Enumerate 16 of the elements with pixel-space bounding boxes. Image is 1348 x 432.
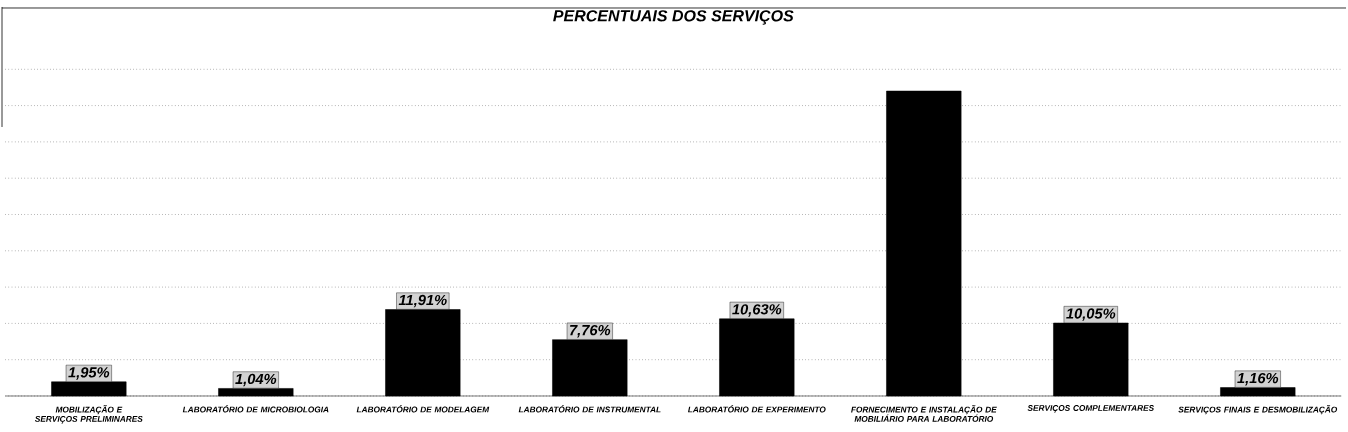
x-tick-label: MOBILIZAÇÃO E SERVIÇOS PRELIMINARES bbox=[34, 405, 143, 424]
data-label: 10,05% bbox=[1066, 308, 1116, 321]
data-label: 1,16% bbox=[1237, 372, 1279, 386]
x-tick-label: SERVIÇOS COMPLEMENTARES bbox=[1027, 405, 1155, 413]
data-label: 1,95% bbox=[68, 367, 110, 380]
x-tick-label: FORNECIMENTO E INSTALAÇÃO DE MOBILIÁRIO PARA LABORATÓRIO bbox=[851, 405, 997, 422]
x-tick-label: LABORATÓRIO DE MICROBIOLOGIA bbox=[182, 405, 329, 413]
data-label: 1,04% bbox=[235, 373, 277, 387]
chart-title: PERCENTUAIS DOS SERVIÇOS bbox=[553, 10, 794, 25]
data-label: 7,76% bbox=[570, 324, 611, 338]
data-label: 11,91% bbox=[398, 294, 447, 308]
x-tick-label: SERVIÇOS FINAIS E DESMOBILIZAÇÃO bbox=[1178, 405, 1338, 415]
x-tick-label: LABORATÓRIO DE MODELAGEM bbox=[356, 405, 490, 413]
data-label: 10,63% bbox=[732, 304, 782, 317]
x-tick-label: LABORATÓRIO DE INSTRUMENTAL bbox=[518, 405, 661, 413]
x-tick-label: LABORATÓRIO DE EXPERIMENTO bbox=[687, 405, 826, 413]
